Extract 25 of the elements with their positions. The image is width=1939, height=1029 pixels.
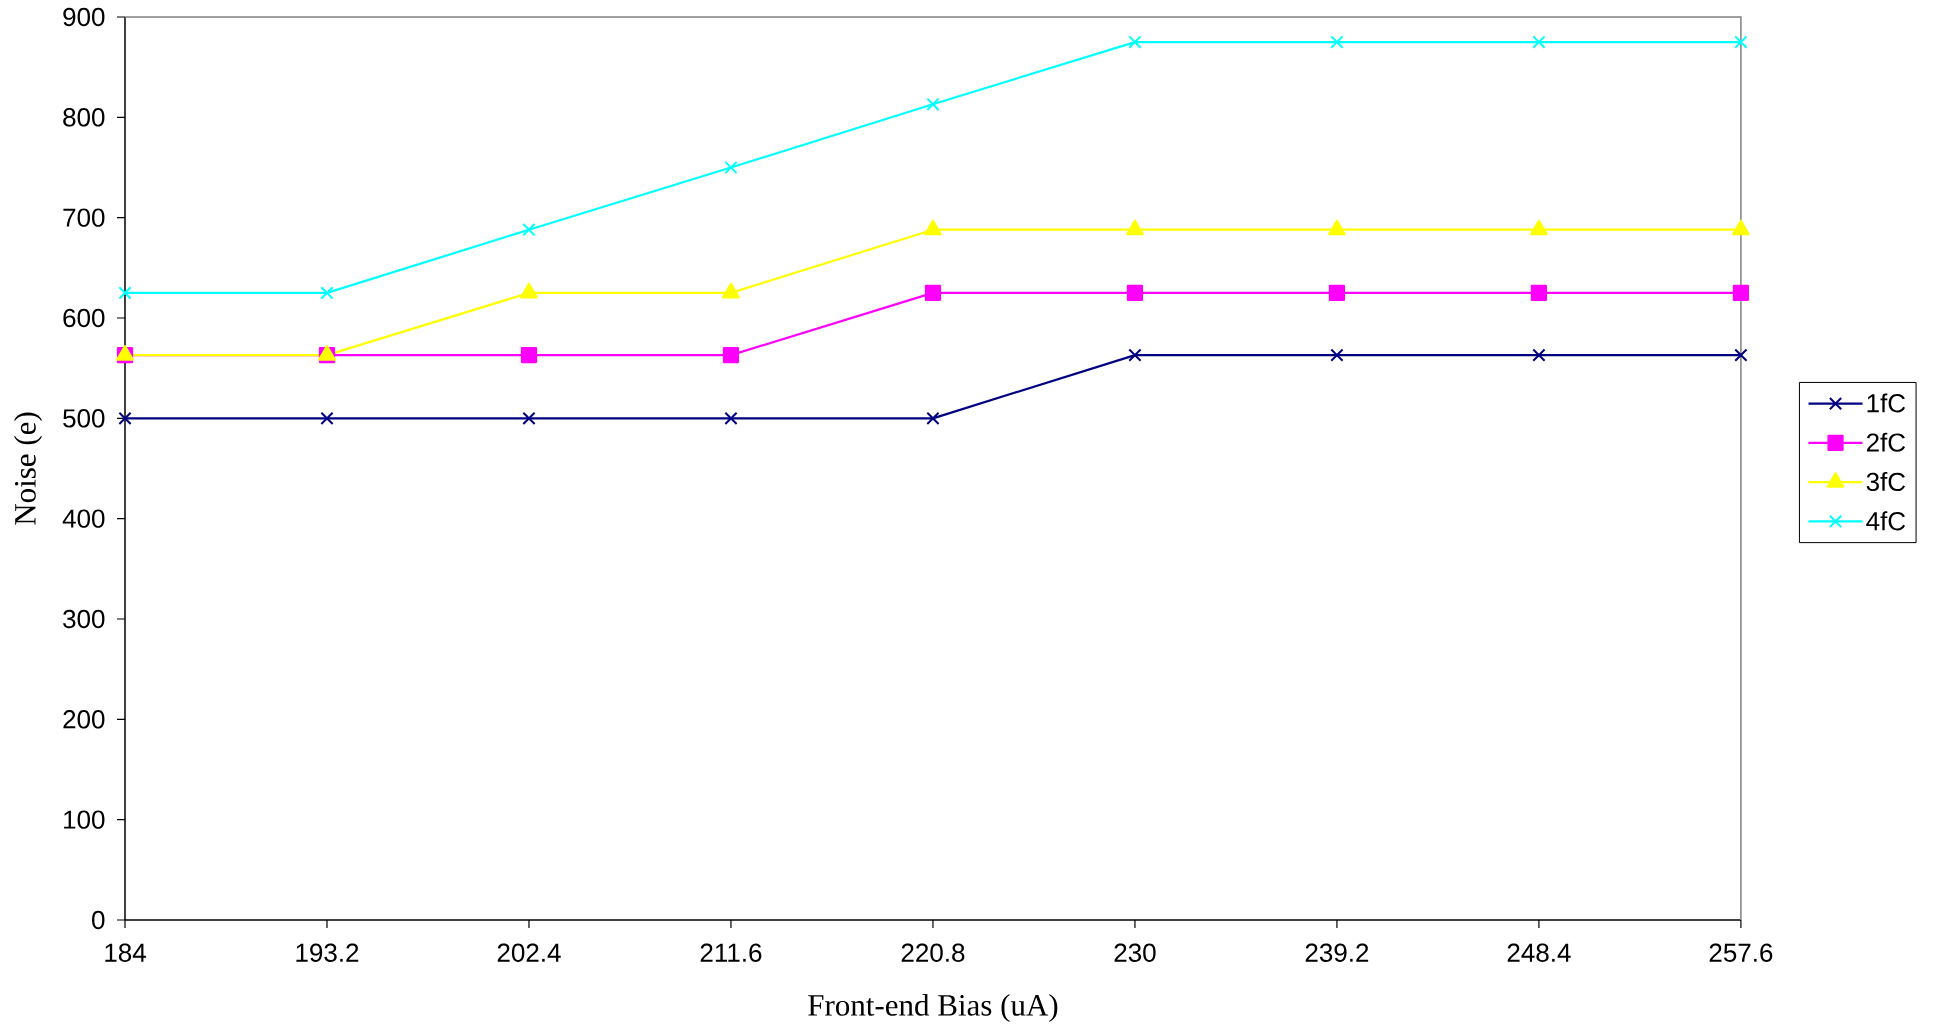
y-tick-label: 0 xyxy=(92,910,105,930)
y-tick-label: 600 xyxy=(63,308,105,328)
y-tick-label: 200 xyxy=(63,710,105,729)
legend-label: 4fC xyxy=(1866,511,1906,531)
x-axis-title: Front-end Bias (uA) xyxy=(808,993,1058,1023)
x-tick-label: 211.6 xyxy=(700,943,762,962)
legend-label: 3fC xyxy=(1866,472,1906,492)
x-tick-label: 230 xyxy=(1114,943,1156,962)
y-tick-label: 100 xyxy=(64,810,105,829)
x-tick-label: 193.2 xyxy=(296,943,359,962)
x-tick-label: 257.6 xyxy=(1709,943,1773,962)
x-tick-label: 202.4 xyxy=(497,943,561,962)
x-tick-label: 220.8 xyxy=(901,943,965,962)
y-tick-label: 900 xyxy=(63,7,105,27)
y-tick-label: 300 xyxy=(63,609,105,629)
x-tick-label: 248.4 xyxy=(1507,943,1571,962)
legend-label: 1fC xyxy=(1867,393,1906,413)
y-tick-label: 800 xyxy=(63,108,105,127)
y-tick-label: 500 xyxy=(63,409,105,428)
y-axis-title: Noise (e) xyxy=(13,412,43,525)
x-tick-label: 184 xyxy=(105,943,146,962)
x-tick-label: 239.2 xyxy=(1305,943,1369,962)
y-tick-label: 400 xyxy=(62,509,105,528)
y-tick-label: 700 xyxy=(63,208,105,227)
legend-label: 2fC xyxy=(1866,432,1906,452)
